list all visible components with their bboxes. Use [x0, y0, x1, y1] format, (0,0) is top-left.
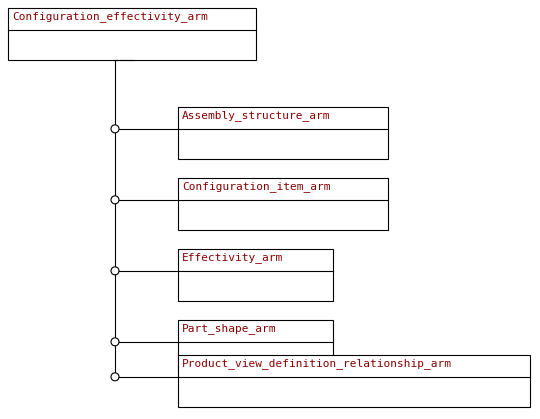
Bar [178, 249, 333, 301]
Text: Product_view_definition_relationship_arm: Product_view_definition_relationship_arm [182, 358, 452, 369]
Text: Assembly_structure_arm: Assembly_structure_arm [182, 110, 330, 121]
Circle shape [111, 196, 119, 204]
Circle shape [111, 338, 119, 346]
Circle shape [111, 373, 119, 381]
Circle shape [111, 267, 119, 275]
Text: Configuration_item_arm: Configuration_item_arm [182, 181, 330, 192]
Circle shape [111, 125, 119, 133]
Text: Effectivity_arm: Effectivity_arm [182, 252, 284, 263]
Text: Part_shape_arm: Part_shape_arm [182, 323, 276, 334]
Bar [178, 178, 388, 230]
Bar [178, 355, 530, 407]
Bar [178, 107, 388, 159]
Text: Configuration_effectivity_arm: Configuration_effectivity_arm [12, 11, 208, 22]
Bar [178, 320, 333, 372]
Bar [8, 8, 256, 60]
